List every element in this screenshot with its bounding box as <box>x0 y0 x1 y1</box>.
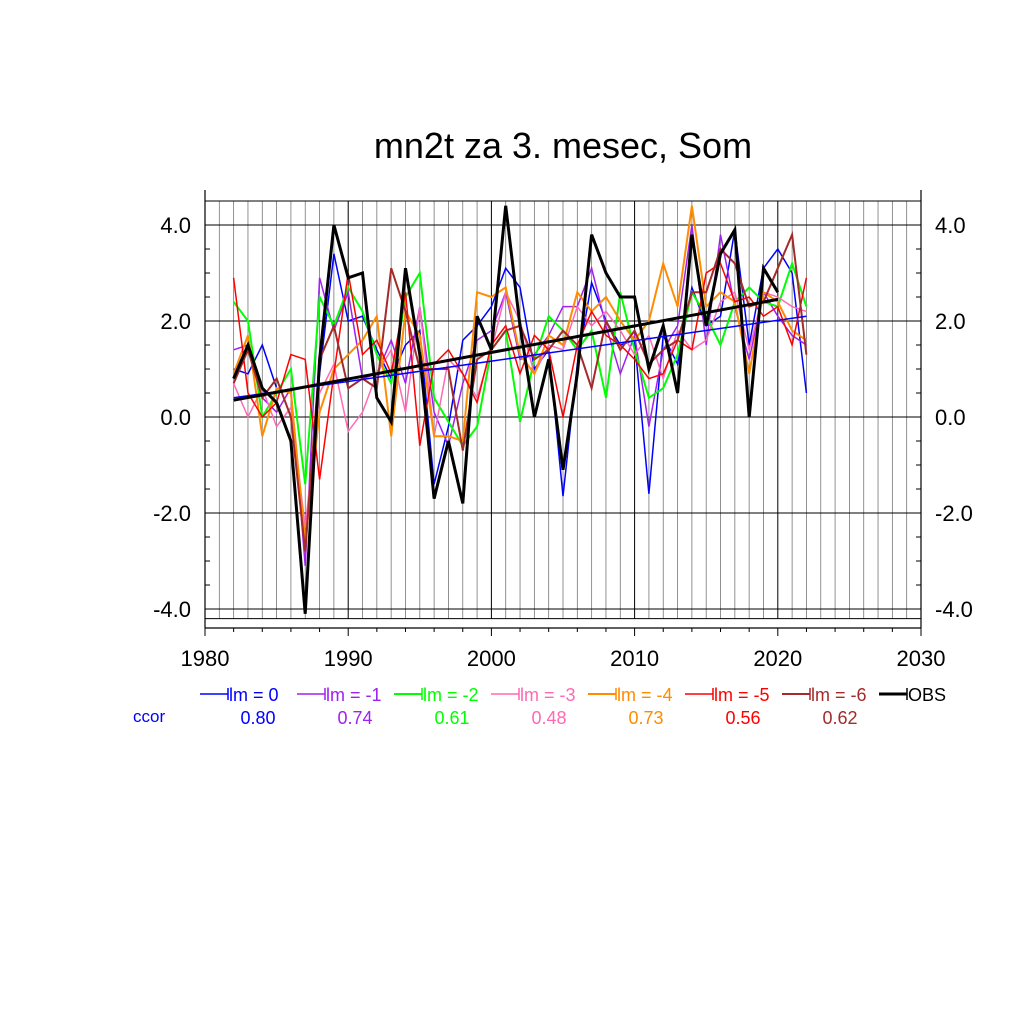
y-tick-label-left: -2.0 <box>153 501 191 526</box>
x-tick-label: 2000 <box>467 646 516 671</box>
series-line-0 <box>233 229 808 542</box>
legend-label-2: lm = -2 <box>423 685 479 705</box>
legend-label-1: lm = -1 <box>326 685 382 705</box>
ccor-value-0: 0.80 <box>240 708 275 728</box>
legend-label-5: lm = -5 <box>714 685 770 705</box>
y-tick-label-right: 2.0 <box>935 309 966 334</box>
legend-label-6: lm = -6 <box>811 685 867 705</box>
y-tick-label-right: -2.0 <box>935 501 973 526</box>
ccor-value-1: 0.74 <box>337 708 372 728</box>
x-tick-label: 2030 <box>897 646 946 671</box>
trend-line-1 <box>233 297 779 402</box>
axes: -4.0 -4.0 -2.0 -2.0 0.0 0.0 2.0 2.0 4.0 4.0 1980 19… <box>153 190 973 671</box>
ccor-value-2: 0.61 <box>434 708 469 728</box>
y-tick-label-right: 0.0 <box>935 405 966 430</box>
ccor-value-3: 0.48 <box>531 708 566 728</box>
y-tick-label-right: 4.0 <box>935 213 966 238</box>
x-tick-label: 1980 <box>181 646 230 671</box>
ccor-value-4: 0.73 <box>628 708 663 728</box>
y-tick-label-right: -4.0 <box>935 597 973 622</box>
y-tick-label-left: 4.0 <box>160 213 191 238</box>
x-tick-label: 2020 <box>753 646 802 671</box>
ccor-value-6: 0.62 <box>822 708 857 728</box>
legend: ccor lm = 0 0.80 lm = -1 0.74 lm = -2 0.61 lm =… <box>133 685 946 728</box>
x-tick-label: 2010 <box>610 646 659 671</box>
chart-title: mn2t za 3. mesec, Som <box>374 125 752 166</box>
y-tick-label-left: 2.0 <box>160 309 191 334</box>
legend-label-7: OBS <box>908 685 946 705</box>
x-tick-label: 1990 <box>324 646 373 671</box>
ccor-value-5: 0.56 <box>725 708 760 728</box>
y-tick-label-left: 0.0 <box>160 405 191 430</box>
legend-label-0: lm = 0 <box>229 685 279 705</box>
legend-label-4: lm = -4 <box>617 685 673 705</box>
legend-label-3: lm = -3 <box>520 685 576 705</box>
series-line-5 <box>232 262 808 480</box>
trend-line-0 <box>233 315 807 399</box>
series-line-7 <box>232 205 780 614</box>
series-group <box>232 205 808 614</box>
y-tick-label-left: -4.0 <box>153 597 191 622</box>
ccor-label: ccor <box>133 707 165 726</box>
